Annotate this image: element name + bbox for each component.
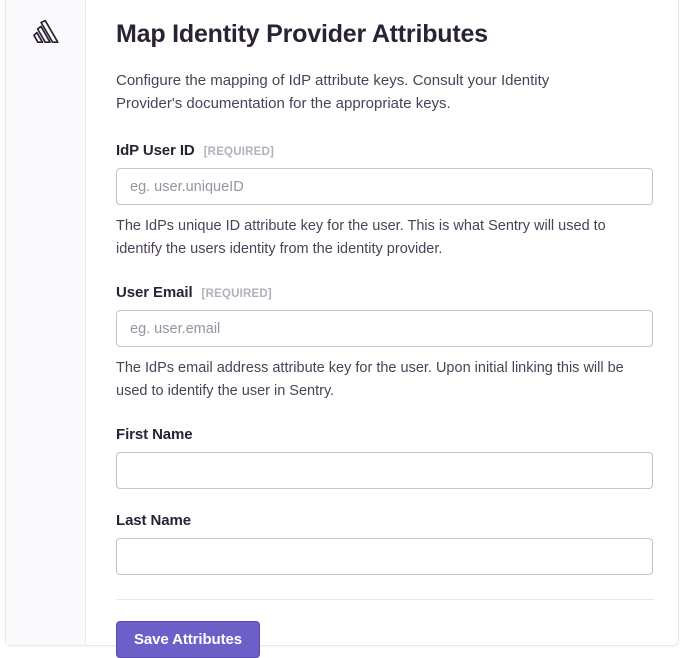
field-label: IdP User ID — [116, 142, 195, 159]
content-column: Map Identity Provider Attributes Configu… — [87, 0, 679, 658]
field-first-name: First Name — [116, 426, 654, 489]
field-label: First Name — [116, 426, 193, 443]
page-title: Map Identity Provider Attributes — [116, 20, 488, 48]
sentry-logo-icon[interactable] — [30, 14, 64, 48]
page-description: Configure the mapping of IdP attribute k… — [116, 72, 550, 112]
form-divider — [116, 599, 654, 600]
field-label-row: First Name — [116, 426, 654, 443]
field-label-row: Last Name — [116, 512, 654, 529]
sidebar — [6, 0, 86, 645]
field-label: Last Name — [116, 512, 191, 529]
save-attributes-button[interactable]: Save Attributes — [116, 621, 260, 658]
field-label-row: IdP User ID [REQUIRED] — [116, 142, 654, 159]
field-label: User Email — [116, 284, 193, 301]
last-name-input[interactable] — [116, 538, 653, 575]
field-help-text: The IdPs email address attribute key for… — [116, 360, 624, 399]
field-help-text: The IdPs unique ID attribute key for the… — [116, 218, 606, 257]
field-user-email: User Email [REQUIRED] The IdPs email add… — [116, 284, 654, 403]
idp-user-id-input[interactable] — [116, 168, 653, 205]
required-badge: [REQUIRED] — [203, 146, 275, 158]
field-idp-user-id: IdP User ID [REQUIRED] The IdPs unique I… — [116, 142, 654, 261]
first-name-input[interactable] — [116, 452, 653, 489]
field-last-name: Last Name — [116, 512, 654, 575]
field-label-row: User Email [REQUIRED] — [116, 284, 654, 301]
form-actions: Save Attributes — [116, 621, 654, 658]
required-badge: [REQUIRED] — [201, 288, 272, 300]
user-email-input[interactable] — [116, 310, 653, 347]
